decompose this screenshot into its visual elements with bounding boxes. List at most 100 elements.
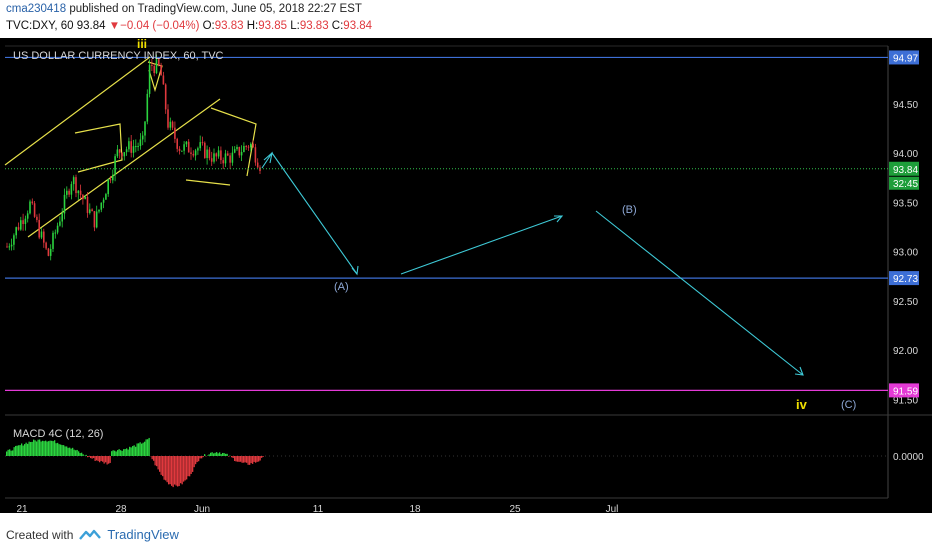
candle-body <box>79 190 82 195</box>
x-tick-label: 18 <box>409 504 421 513</box>
wave-label-a: (A) <box>334 281 349 293</box>
candle-body <box>160 65 162 76</box>
macd-bar <box>106 456 108 465</box>
candle-body <box>49 248 52 256</box>
macd-bar <box>135 446 137 456</box>
macd-bar <box>78 451 80 456</box>
candle-body <box>112 174 114 181</box>
macd-bar <box>42 440 44 456</box>
symbol-line: TVC:DXY, 60 93.84 ▼−0.04 (−0.04%) O:93.8… <box>6 20 372 32</box>
candle-body <box>98 209 100 212</box>
candle-body <box>13 235 15 245</box>
macd-bar <box>172 456 174 488</box>
wave-label-c: (C) <box>841 399 856 411</box>
candle-body <box>24 218 27 225</box>
chart-area[interactable]: US DOLLAR CURRENCY INDEX, 60, TVC iii (A… <box>0 37 932 515</box>
candle-body <box>252 143 254 148</box>
time-axis-ticks: 21 28 Jun 11 18 25 Jul <box>16 504 619 515</box>
macd-bar <box>154 456 156 466</box>
macd-bar <box>220 454 222 456</box>
macd-bar <box>66 446 68 456</box>
macd-bar <box>217 453 219 456</box>
x-tick-label: 11 <box>313 504 324 513</box>
last-price-tag-label: 93.84 <box>893 165 918 176</box>
username-link[interactable]: cma230418 <box>6 3 67 15</box>
macd-zero-label: 0.0000 <box>893 452 924 463</box>
macd-bar <box>240 456 242 462</box>
candle-body <box>63 194 66 214</box>
macd-bar <box>75 450 77 456</box>
macd-bar <box>39 439 41 456</box>
candle-body <box>141 135 144 140</box>
y-tick-label: 92.50 <box>893 297 918 308</box>
macd-bar <box>127 449 129 456</box>
macd-bar <box>111 451 113 456</box>
macd-bar <box>174 456 176 485</box>
candle-body <box>86 196 89 213</box>
macd-bar <box>142 442 144 456</box>
macd-bar <box>31 441 33 456</box>
price-chart[interactable]: US DOLLAR CURRENCY INDEX, 60, TVC iii (A… <box>0 37 932 515</box>
chart-header: cma230418 published on TradingView.com, … <box>0 0 932 38</box>
macd-bar <box>73 449 75 456</box>
macd-bar <box>148 437 150 456</box>
macd-bar <box>208 454 210 456</box>
macd-bar <box>109 456 111 463</box>
candle-body <box>45 242 47 249</box>
macd-bar <box>30 442 32 456</box>
macd-bar <box>216 452 218 456</box>
candle-body <box>89 209 91 213</box>
candle-body <box>256 162 259 168</box>
macd-title: MACD 4C (12, 26) <box>13 428 103 440</box>
macd-bar <box>225 453 227 456</box>
chart-background <box>0 38 932 513</box>
candle-body <box>144 121 146 136</box>
x-tick-label: Jul <box>606 504 619 513</box>
macd-bar <box>51 440 53 456</box>
macd-bar <box>124 449 126 456</box>
candle-body <box>29 201 31 214</box>
tradingview-brand[interactable]: TradingView <box>107 527 179 542</box>
created-with-text: Created with <box>6 527 74 542</box>
macd-bar <box>192 456 194 472</box>
candle-body <box>109 179 112 181</box>
macd-bar <box>238 456 240 462</box>
flag-shape-2 <box>147 61 163 93</box>
flag-shape-1 <box>74 123 123 173</box>
candle-body <box>199 142 201 149</box>
macd-bar <box>237 456 239 462</box>
candle-body <box>75 177 77 194</box>
macd-bar <box>55 443 57 456</box>
footer: Created with TradingView <box>0 513 932 550</box>
macd-bar <box>63 445 65 456</box>
candle-body <box>146 93 149 122</box>
candle-body <box>33 203 36 217</box>
macd-bar <box>241 456 243 463</box>
macd-bar <box>60 444 62 456</box>
candle-body <box>247 146 250 148</box>
horizontal-levels <box>5 56 888 391</box>
macd-bar <box>81 452 83 456</box>
macd-bar <box>139 442 141 456</box>
macd-bar <box>118 449 120 456</box>
candle-body <box>121 152 123 157</box>
candlestick-series <box>6 54 261 261</box>
macd-bar <box>253 456 255 462</box>
macd-bar <box>210 452 212 456</box>
macd-bar <box>177 456 179 487</box>
candle-body <box>107 179 109 195</box>
macd-bar <box>114 450 116 456</box>
macd-bar <box>159 456 161 472</box>
candle-body <box>118 149 121 153</box>
macd-bar <box>82 454 84 456</box>
macd-bar <box>247 456 249 465</box>
macd-bar <box>10 450 12 456</box>
candle-body <box>38 219 40 238</box>
macd-bar <box>190 456 192 474</box>
macd-bar <box>255 456 257 463</box>
wave-b-arrowhead <box>554 215 564 223</box>
y-tick-label: 91.50 <box>893 395 918 406</box>
macd-bar <box>262 456 264 457</box>
candle-body <box>250 143 252 148</box>
macd-bar <box>250 456 252 464</box>
